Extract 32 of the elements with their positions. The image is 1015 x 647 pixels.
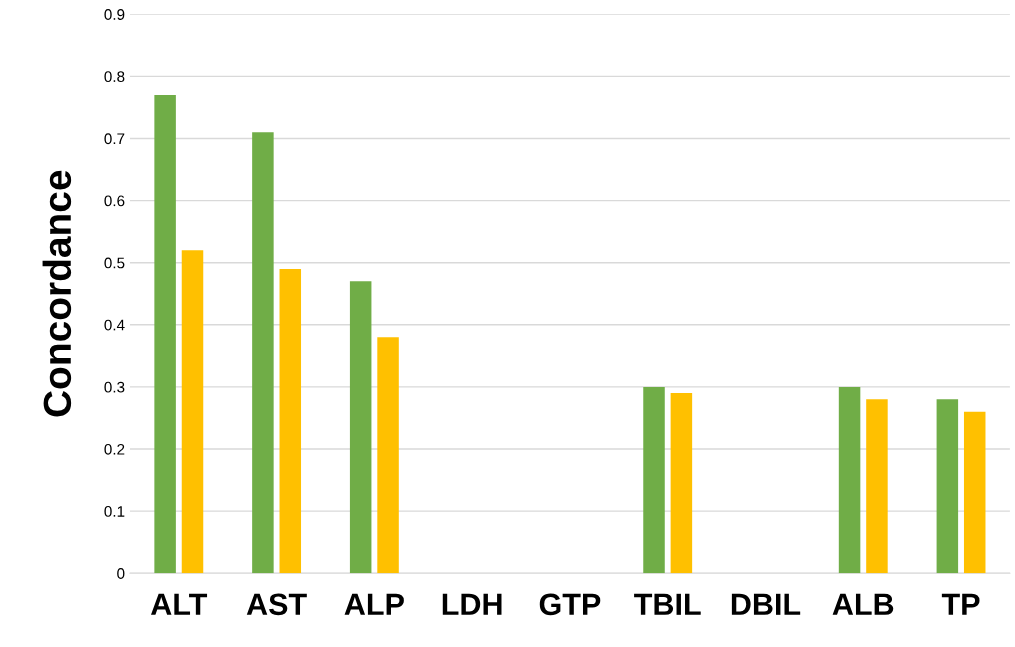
x-tick-label: ALP <box>344 593 404 615</box>
bar <box>279 268 302 574</box>
bar <box>252 132 274 574</box>
x-tick-label: ALT <box>151 593 208 615</box>
y-tick-label: 0.3 <box>104 381 125 393</box>
bar <box>349 281 372 574</box>
bar <box>838 386 861 574</box>
bar <box>154 94 176 574</box>
y-tick-label: 0.6 <box>104 195 125 207</box>
bar <box>866 399 888 574</box>
x-tick-label: ALB <box>832 593 894 615</box>
y-tick-label: 0.1 <box>104 506 125 517</box>
y-tick-label: 0.4 <box>104 319 125 331</box>
y-tick-label: 0.8 <box>104 71 125 83</box>
x-tick-label: DBIL <box>731 593 801 615</box>
bar <box>377 337 399 574</box>
bar <box>643 386 665 574</box>
bar <box>936 399 959 574</box>
y-tick-label: 0.7 <box>104 133 125 145</box>
bar <box>181 250 204 574</box>
x-tick-label: AST <box>246 593 307 616</box>
bar <box>670 393 693 574</box>
y-tick-label: 0.9 <box>104 9 125 20</box>
x-tick-label: GTP <box>539 593 601 616</box>
x-tick-label: TP <box>941 593 980 615</box>
x-tick-label: TBIL <box>634 593 701 615</box>
y-tick-label: 0.2 <box>104 443 125 455</box>
x-tick-label: LDH <box>442 593 502 615</box>
bar <box>963 411 986 574</box>
y-tick-label: 0 <box>117 568 125 579</box>
y-axis-title: Concordance <box>42 170 72 417</box>
y-tick-label: 0.5 <box>104 257 125 269</box>
